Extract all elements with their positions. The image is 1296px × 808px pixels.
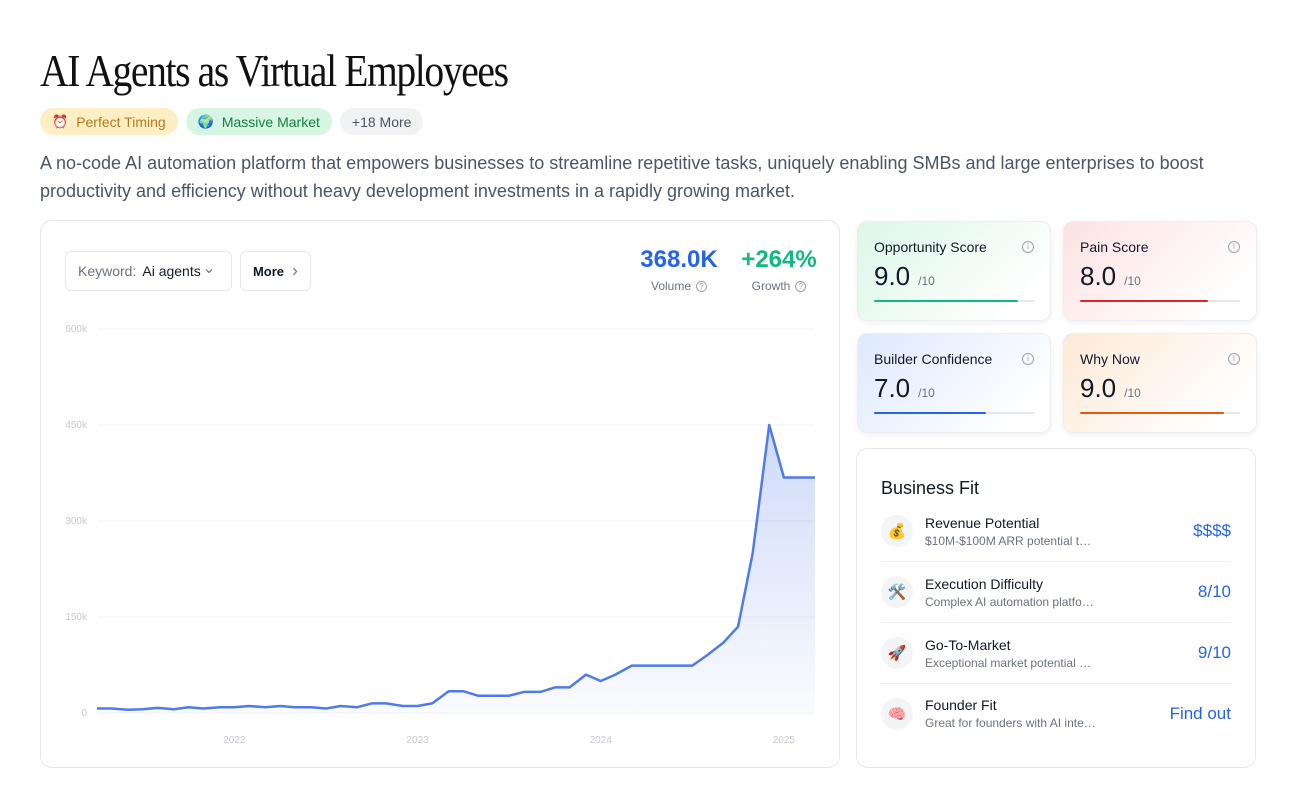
score-max: /10 — [1124, 274, 1141, 288]
chevron-right-icon — [293, 267, 298, 275]
row-value: $$$$ — [1193, 521, 1231, 540]
page-title: AI Agents as Virtual Employees — [40, 45, 509, 96]
row-label: Revenue Potential — [925, 514, 1040, 531]
go-to-market-row[interactable]: 🚀 Go-To-Market Exceptional market potenti… — [881, 623, 1231, 684]
row-detail: $10M-$100M ARR potential through enterpr… — [925, 533, 1097, 548]
trend-chart: 0 150k 300k 450k 600k 2022 2023 2024 2025 — [65, 324, 815, 746]
tag-perfect-timing[interactable]: ⏰ Perfect Timing — [40, 108, 178, 135]
x-tick-label: 2023 — [406, 735, 429, 746]
tag-list: ⏰ Perfect Timing 🌍 Massive Market +18 Mo… — [40, 108, 424, 135]
score-bar — [1080, 300, 1240, 302]
row-value: 9/10 — [1197, 643, 1231, 662]
score-value: 7.0 — [874, 373, 911, 403]
series-line — [97, 423, 815, 712]
score-label: Pain Score — [1080, 239, 1149, 255]
trend-chart-card: Keyword: Ai agents More 368.0K Volume? +… — [40, 220, 840, 768]
score-bar-fill — [874, 300, 1018, 302]
score-value: 9.0 — [874, 261, 911, 291]
globe-icon: 🌍 — [197, 113, 214, 129]
row-detail: Great for founders with AI integration e… — [925, 716, 1097, 730]
founder-fit-row[interactable]: 🧠 Founder Fit Great for founders with AI … — [881, 683, 1231, 744]
score-label: Why Now — [1080, 351, 1140, 367]
tag-label: +18 More — [351, 113, 412, 130]
business-fit-card: Business Fit 💰 Revenue Potential $10M-$10… — [856, 448, 1256, 768]
growth-label: Growth — [751, 279, 791, 293]
info-icon[interactable]: i — [1022, 353, 1034, 365]
series-area — [97, 425, 815, 713]
score-value: 9.0 — [1080, 373, 1117, 403]
score-label: Opportunity Score — [874, 239, 987, 255]
score-bar — [1080, 412, 1240, 414]
score-max: /10 — [918, 386, 935, 400]
keyword-label: Keyword: — [78, 263, 137, 279]
y-tick-label: 300k — [65, 516, 88, 527]
volume-value: 368.0K — [640, 246, 718, 273]
chevron-down-icon — [205, 269, 213, 274]
score-max: /10 — [918, 274, 935, 288]
revenue-potential-row[interactable]: 💰 Revenue Potential $10M-$100M ARR potent… — [881, 501, 1231, 562]
score-bar-fill — [1080, 300, 1208, 302]
y-tick-label: 150k — [65, 612, 88, 623]
growth-value: +264% — [741, 246, 817, 273]
keyword-select[interactable]: Keyword: Ai agents — [65, 251, 232, 291]
score-max: /10 — [1124, 386, 1141, 400]
row-detail: Complex AI automation platform requiring… — [925, 594, 1097, 609]
row-value: 8/10 — [1197, 582, 1231, 601]
tag-label: Perfect Timing — [76, 113, 166, 130]
score-bar — [874, 412, 1034, 414]
growth-stat: +264% Growth? — [735, 245, 823, 293]
info-icon[interactable]: i — [1022, 241, 1034, 253]
help-icon[interactable]: ? — [795, 280, 807, 292]
why-now-card[interactable]: Why Now i 9.0/10 — [1063, 333, 1257, 433]
score-bar-fill — [874, 412, 986, 414]
score-bar — [874, 300, 1034, 302]
more-button[interactable]: More — [240, 251, 311, 291]
y-tick-label: 450k — [65, 420, 88, 431]
execution-difficulty-row[interactable]: 🛠️ Execution Difficulty Complex AI automa… — [881, 562, 1231, 623]
score-value: 8.0 — [1080, 261, 1117, 291]
x-tick-label: 2022 — [223, 735, 246, 746]
score-bar-fill — [1080, 412, 1224, 414]
more-button-label: More — [252, 263, 285, 279]
find-out-link[interactable]: Find out — [1169, 703, 1231, 723]
money-bag-icon: 💰 — [881, 515, 913, 547]
info-icon[interactable]: i — [1228, 241, 1240, 253]
row-label: Go-To-Market — [925, 636, 1011, 653]
score-label: Builder Confidence — [874, 351, 993, 367]
x-tick-label: 2024 — [590, 735, 613, 746]
alarm-clock-icon: ⏰ — [52, 113, 69, 129]
y-tick-label: 600k — [65, 324, 88, 335]
info-icon[interactable]: i — [1228, 353, 1240, 365]
x-tick-label: 2025 — [773, 735, 796, 746]
keyword-value: Ai agents — [142, 263, 201, 279]
builder-confidence-card[interactable]: Builder Confidence i 7.0/10 — [857, 333, 1051, 433]
volume-label: Volume — [650, 279, 692, 293]
y-tick-label: 0 — [81, 708, 87, 719]
tools-icon: 🛠️ — [881, 576, 913, 608]
idea-description: A no-code AI automation platform that em… — [40, 153, 1204, 201]
opportunity-score-card[interactable]: Opportunity Score i 9.0/10 — [857, 221, 1051, 321]
tag-label: Massive Market — [221, 113, 320, 130]
row-label: Execution Difficulty — [925, 575, 1044, 592]
business-fit-title: Business Fit — [881, 478, 980, 498]
row-label: Founder Fit — [925, 697, 997, 713]
rocket-icon: 🚀 — [881, 637, 913, 669]
row-detail: Exceptional market potential with strong… — [925, 655, 1097, 670]
help-icon[interactable]: ? — [696, 280, 708, 292]
brain-icon: 🧠 — [881, 697, 913, 730]
tag-more-button[interactable]: +18 More — [339, 108, 424, 135]
volume-stat: 368.0K Volume? — [635, 245, 723, 293]
tag-massive-market[interactable]: 🌍 Massive Market — [185, 108, 332, 135]
pain-score-card[interactable]: Pain Score i 8.0/10 — [1063, 221, 1257, 321]
